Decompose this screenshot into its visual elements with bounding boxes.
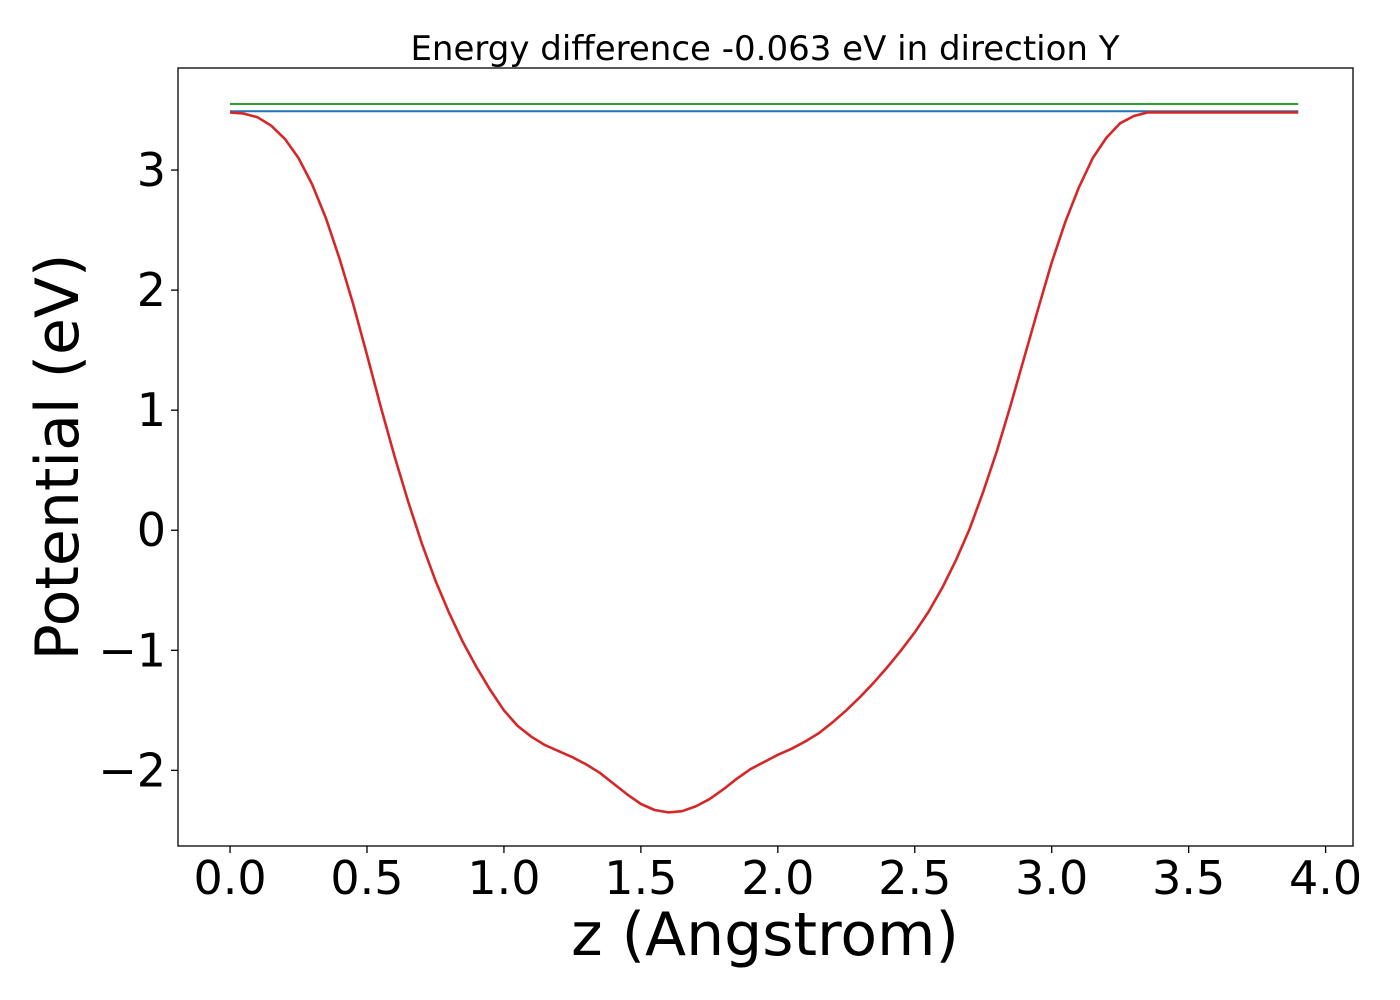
x-axis-label: z (Angstrom)	[571, 900, 959, 970]
x-axis: 0.0 0.5 1.0 1.5 2.0 2.5 3.0 3.5 4.0	[193, 846, 1362, 905]
y-axis-label: Potential (eV)	[23, 254, 93, 661]
x-tick-label: 3.5	[1152, 851, 1225, 905]
y-tick-label: 2	[137, 263, 166, 317]
y-tick-label: −1	[98, 623, 166, 677]
x-tick-label: 2.5	[878, 851, 951, 905]
x-tick-label: 3.0	[1015, 851, 1088, 905]
plot-frame	[177, 67, 1354, 847]
plot-lines	[229, 103, 1299, 814]
y-tick-label: −2	[98, 743, 166, 797]
x-tick-label: 0.5	[330, 851, 403, 905]
x-tick-label: 0.0	[193, 851, 266, 905]
x-tick-label: 1.5	[604, 851, 677, 905]
y-axis: −2 −1 0 1 2 3	[98, 143, 178, 797]
x-tick-label: 2.0	[741, 851, 814, 905]
y-tick-label: 0	[137, 503, 166, 557]
y-tick-label: 3	[137, 143, 166, 197]
x-tick-label: 1.0	[467, 851, 540, 905]
chart-title: Energy difference -0.063 eV in direction…	[410, 29, 1119, 69]
series-line-potential	[229, 111, 1299, 814]
x-tick-label: 4.0	[1289, 851, 1362, 905]
y-tick-label: 1	[137, 383, 166, 437]
